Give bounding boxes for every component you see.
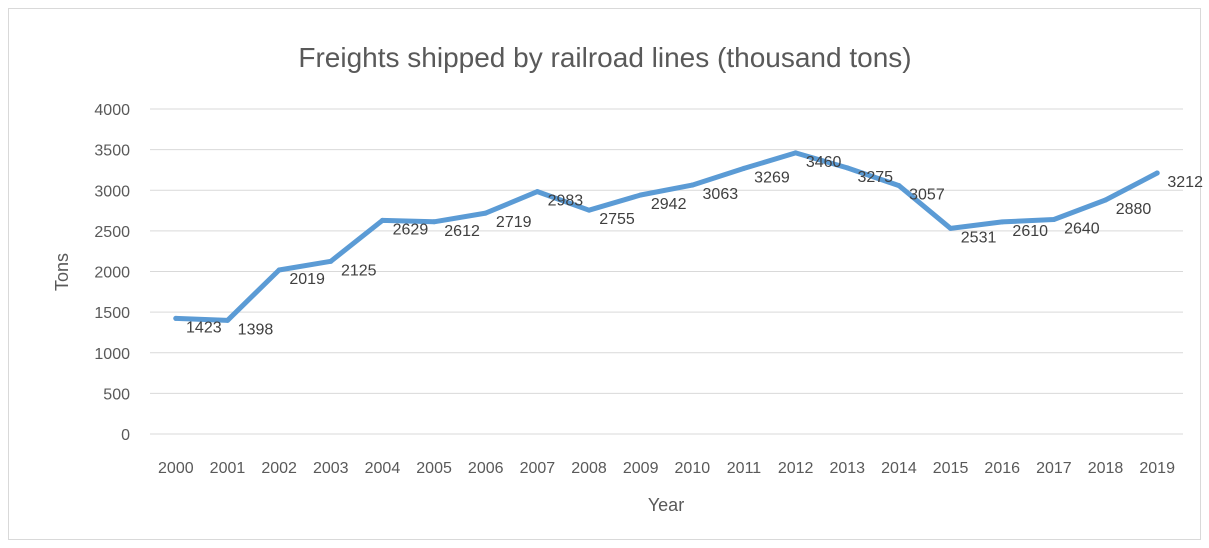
y-tick-label: 0 xyxy=(121,427,130,444)
data-point xyxy=(173,315,179,321)
data-point xyxy=(276,267,282,273)
x-tick-label: 2011 xyxy=(727,460,762,477)
x-tick-label: 2013 xyxy=(829,460,865,477)
data-point xyxy=(1154,170,1160,176)
y-tick-label: 1000 xyxy=(94,346,130,363)
x-tick-label: 2008 xyxy=(571,460,607,477)
data-labels: 1423 1398 2019 2125 2629 2612 2719 2983 2755 2942… xyxy=(186,154,1203,339)
data-label: 2942 xyxy=(651,196,687,213)
x-tick-label: 2007 xyxy=(520,460,556,477)
data-label: 1423 xyxy=(186,319,222,336)
x-tick-label: 2019 xyxy=(1139,460,1175,477)
data-point xyxy=(586,207,592,213)
data-label: 2019 xyxy=(289,271,325,288)
data-point xyxy=(793,150,799,156)
data-label: 2880 xyxy=(1116,201,1152,218)
data-label: 2612 xyxy=(444,223,480,240)
y-axis-ticks: 0 500 1000 1500 2000 2500 3000 3500 4000 xyxy=(94,102,130,444)
x-tick-label: 2017 xyxy=(1036,460,1072,477)
y-tick-label: 3500 xyxy=(94,143,130,160)
data-label: 2755 xyxy=(599,211,635,228)
gridlines xyxy=(150,108,1183,435)
x-tick-label: 2000 xyxy=(158,460,194,477)
x-tick-label: 2018 xyxy=(1088,460,1124,477)
x-tick-label: 2009 xyxy=(623,460,659,477)
x-tick-label: 2002 xyxy=(261,460,297,477)
x-axis-title: Year xyxy=(648,495,684,515)
series-group xyxy=(173,150,1160,323)
data-label: 3269 xyxy=(754,169,790,186)
y-axis-title: Tons xyxy=(52,253,72,291)
x-tick-label: 2001 xyxy=(210,460,246,477)
data-label: 2640 xyxy=(1064,221,1100,238)
data-label: 2629 xyxy=(393,221,429,238)
x-tick-label: 2014 xyxy=(881,460,917,477)
data-point xyxy=(999,219,1005,225)
data-point xyxy=(948,225,954,231)
data-point xyxy=(483,210,489,216)
data-label: 3057 xyxy=(909,187,945,204)
data-point xyxy=(224,317,230,323)
y-tick-label: 2500 xyxy=(94,224,130,241)
data-point xyxy=(534,189,540,195)
series-line xyxy=(173,150,1160,323)
y-tick-label: 4000 xyxy=(94,102,130,119)
x-tick-label: 2010 xyxy=(675,460,711,477)
chart-area xyxy=(8,8,1201,540)
data-point xyxy=(431,219,437,225)
data-label: 2125 xyxy=(341,262,377,279)
data-label: 3063 xyxy=(703,186,739,203)
data-point xyxy=(844,165,850,171)
data-label: 2531 xyxy=(961,229,997,246)
y-tick-label: 2000 xyxy=(94,265,130,282)
data-point xyxy=(689,182,695,188)
data-label: 2719 xyxy=(496,214,532,231)
x-tick-label: 2005 xyxy=(416,460,452,477)
data-label: 3275 xyxy=(857,169,893,186)
chart-title: Freights shipped by railroad lines (thou… xyxy=(298,42,911,73)
data-point xyxy=(638,192,644,198)
data-label: 2983 xyxy=(548,193,584,210)
x-tick-label: 2012 xyxy=(778,460,814,477)
data-point xyxy=(1103,197,1109,203)
x-tick-label: 2016 xyxy=(984,460,1020,477)
data-point xyxy=(1051,217,1057,222)
data-label: 1398 xyxy=(238,321,274,338)
x-tick-label: 2004 xyxy=(365,460,401,477)
x-tick-label: 2006 xyxy=(468,460,504,477)
data-point xyxy=(328,258,334,264)
data-label: 3460 xyxy=(806,154,842,171)
data-label: 2610 xyxy=(1012,223,1048,240)
data-point xyxy=(379,217,385,223)
y-tick-label: 3000 xyxy=(94,183,130,200)
x-tick-label: 2015 xyxy=(933,460,969,477)
data-point xyxy=(741,165,747,171)
data-point xyxy=(896,183,902,189)
y-tick-label: 500 xyxy=(103,386,130,403)
y-tick-label: 1500 xyxy=(94,305,130,322)
x-tick-label: 2003 xyxy=(313,460,349,477)
data-label: 3212 xyxy=(1167,174,1203,191)
x-axis-ticks: 2000 2001 2002 2003 2004 2005 2006 2007 2008 2009… xyxy=(158,460,1175,477)
